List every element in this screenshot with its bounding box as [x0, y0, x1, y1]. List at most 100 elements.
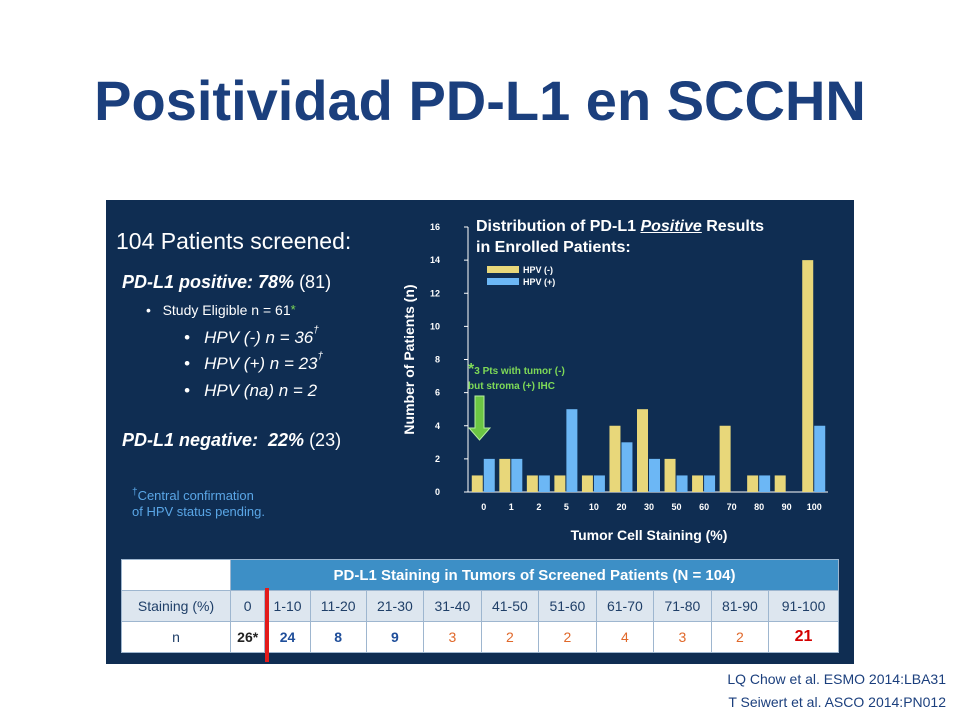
count-cell-6: 2 [538, 621, 597, 653]
x-tick-label-20: 20 [616, 502, 626, 512]
count-cell-2: 8 [309, 621, 367, 653]
y-axis-label: Number of Patients (n) [401, 284, 417, 434]
citation-2: T Seiwert et al. ASCO 2014:PN012 [728, 694, 946, 710]
citation-1: LQ Chow et al. ESMO 2014:LBA31 [727, 671, 946, 687]
bar-hpv-pos-30 [649, 458, 660, 492]
hpv-negative-dagger: † [313, 325, 319, 336]
staining-col-9: 81-90 [710, 590, 770, 622]
pdl1-positive-label: PD-L1 positive: [122, 272, 254, 292]
bar-hpv-neg-100 [802, 260, 814, 492]
staining-col-3: 21-30 [365, 590, 425, 622]
annotation-asterisk: * [468, 361, 475, 378]
hpv-negative-item: • HPV (-) n = 36† [184, 325, 319, 347]
bar-hpv-neg-5 [554, 475, 566, 492]
legend-label-0: HPV (-) [523, 265, 553, 275]
study-eligible-text: Study Eligible n = 61 [162, 302, 291, 318]
legend-swatch-0 [487, 266, 519, 273]
y-tick-label-1: 2 [435, 454, 440, 464]
x-tick-label-70: 70 [727, 502, 737, 512]
hpv-na-item: • HPV (na) n = 2 [184, 381, 318, 400]
staining-row-label: Staining (%) [121, 590, 231, 622]
pdl1-negative-pct: 22% [258, 430, 305, 450]
annotation-line1: 3 Pts with tumor (-) [474, 366, 565, 377]
x-tick-label-30: 30 [644, 502, 654, 512]
x-tick-label-10: 10 [589, 502, 599, 512]
threshold-red-line [265, 588, 269, 662]
bar-hpv-pos-5 [566, 409, 578, 492]
pdl1-negative-count: (23) [304, 430, 342, 450]
bar-hpv-neg-80 [747, 475, 759, 492]
x-axis-label: Tumor Cell Staining (%) [571, 527, 728, 543]
bar-hpv-pos-0 [483, 458, 495, 492]
staining-col-0: 0 [229, 590, 266, 622]
staining-col-10: 91-100 [768, 590, 839, 622]
count-cell-3: 9 [365, 621, 425, 653]
x-tick-label-100: 100 [807, 502, 822, 512]
bar-hpv-pos-60 [704, 475, 716, 492]
pdl1-negative-line: PD-L1 negative: 22% (23) [122, 430, 341, 451]
x-tick-label-1: 1 [509, 502, 514, 512]
hpv-negative-text: HPV (-) n = 36 [204, 328, 314, 347]
x-tick-label-5: 5 [564, 502, 569, 512]
y-tick-label-8: 16 [430, 222, 440, 232]
x-tick-label-90: 90 [782, 502, 792, 512]
bar-hpv-pos-10 [593, 475, 605, 492]
bar-hpv-pos-1 [511, 458, 523, 492]
chart-title-part2: Results [701, 218, 765, 235]
count-row-label: n [121, 621, 231, 653]
bar-hpv-pos-100 [814, 425, 826, 492]
staining-col-4: 31-40 [423, 590, 482, 622]
y-tick-label-5: 10 [430, 321, 440, 331]
bar-hpv-neg-20 [609, 425, 621, 492]
x-tick-label-50: 50 [672, 502, 682, 512]
staining-col-7: 61-70 [595, 590, 655, 622]
bar-hpv-pos-2 [538, 475, 550, 492]
count-cell-10: 21 [768, 621, 839, 653]
staining-col-5: 41-50 [480, 590, 540, 622]
staining-col-6: 51-60 [538, 590, 597, 622]
slide-title: Positividad PD-L1 en SCCHN [94, 69, 866, 132]
pdl1-negative-label: PD-L1 negative: [122, 430, 259, 450]
bar-hpv-neg-50 [664, 458, 676, 492]
table-header: PD-L1 Staining in Tumors of Screened Pat… [230, 559, 839, 591]
chart-title-part1: Distribution of PD-L1 [476, 218, 641, 235]
footnote-line1: Central confirmation [137, 488, 254, 503]
pdl1-positive-pct: 78% [253, 272, 295, 292]
footnote-line2: of HPV status pending. [132, 504, 265, 519]
y-tick-label-2: 4 [435, 421, 440, 431]
count-cell-5: 2 [480, 621, 540, 653]
hpv-footnote: †Central confirmation of HPV status pendi… [132, 487, 332, 520]
table-corner-cell [121, 559, 231, 591]
bar-hpv-neg-0 [471, 475, 483, 492]
bar-hpv-neg-1 [499, 458, 511, 492]
legend-label-1: HPV (+) [523, 277, 555, 287]
table-row-staining: Staining (%) 0 1-10 11-20 21-30 31-40 41-50 51… [121, 590, 839, 622]
table-row-counts: n 26* 24 8 9 3 2 2 4 3 2 21 [121, 621, 839, 653]
study-eligible-asterisk: * [290, 302, 296, 317]
bar-hpv-neg-10 [581, 475, 593, 492]
hpv-positive-dagger: † [317, 351, 324, 362]
study-eligible-item: • Study Eligible n = 61* [146, 302, 296, 318]
y-tick-label-6: 12 [430, 288, 440, 298]
y-tick-label-7: 14 [430, 255, 440, 265]
bar-hpv-neg-60 [692, 475, 704, 492]
hpv-na-text: HPV (na) n = 2 [204, 381, 318, 400]
count-cell-1: 24 [264, 621, 311, 653]
annotation-line2: but stroma (+) IHC [468, 381, 555, 392]
count-cell-9: 2 [710, 621, 770, 653]
staining-table: PD-L1 Staining in Tumors of Screened Pat… [121, 559, 839, 653]
footnote-dagger: † [132, 487, 138, 498]
bar-hpv-pos-80 [759, 475, 771, 492]
count-cell-0: 26* [229, 621, 266, 653]
bar-hpv-pos-20 [621, 442, 633, 492]
y-tick-label-4: 8 [435, 355, 440, 365]
count-cell-4: 3 [423, 621, 482, 653]
x-tick-label-2: 2 [536, 502, 541, 512]
bar-hpv-neg-70 [719, 425, 731, 492]
count-cell-7: 4 [595, 621, 655, 653]
chart-title-emph: Positive [640, 218, 702, 235]
y-tick-label-3: 6 [435, 388, 440, 398]
patients-screened-heading: 104 Patients screened: [116, 228, 352, 254]
count-cell-8: 3 [653, 621, 712, 653]
